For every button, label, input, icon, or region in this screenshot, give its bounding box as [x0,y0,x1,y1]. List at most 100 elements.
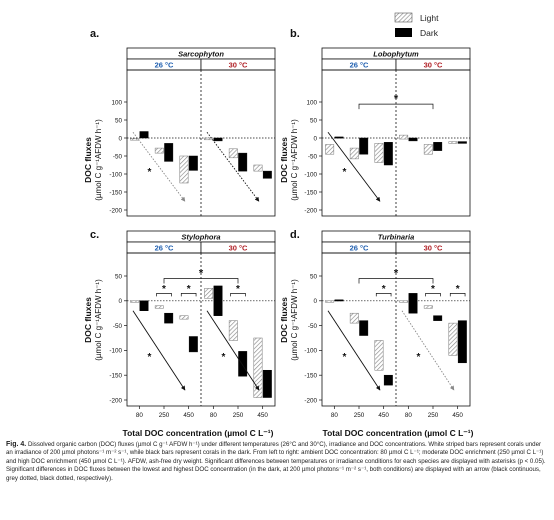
y-tick-label: -200 [109,207,122,214]
y-tick-label: -200 [109,397,122,404]
light-bar [448,141,458,144]
temp-label-30: 30 °C [424,61,443,70]
y-tick-label: -100 [304,348,317,355]
significance-asterisk: * [236,284,240,295]
y-tick-label: 100 [111,99,122,106]
x-tick-label: 450 [183,412,194,419]
x-tick-label: 450 [452,412,463,419]
x-tick-label: 250 [233,412,244,419]
y-tick-label: 50 [115,117,123,124]
x-tick-label: 250 [354,412,365,419]
dark-bar [457,141,467,144]
light-bar [130,300,140,303]
caption-text: Dissolved organic carbon (DOC) fluxes (µ… [6,441,546,482]
significance-bracket [358,278,434,284]
legend-dark-label: Dark [420,28,439,38]
temp-label-26: 26 °C [350,61,369,70]
light-bar [423,305,433,309]
x-axis-title-right: Total DOC concentration (µmol C L⁻¹) [323,428,474,438]
light-bar [204,137,214,141]
significance-asterisk: * [187,284,191,295]
significance-asterisk: * [417,352,421,363]
y-tick-label: -50 [113,323,123,330]
panel-b: b. Lobophytum 26 °C 30 °C 100 50 0 -50 -100 -150 -… [290,28,471,217]
light-bar [154,305,164,309]
significance-bracket [180,293,197,297]
significance-asterisk: * [382,284,386,295]
y-tick-label: -50 [308,153,318,160]
y-tick-label: -150 [304,189,317,196]
dark-bar [188,336,198,353]
dark-bar [433,315,443,321]
significance-bracket [156,293,172,297]
light-bar [448,322,458,356]
x-tick-label: 80 [331,412,339,419]
y-axis-title-line2: (µmol C g⁻¹AFDW h⁻¹) [290,279,299,361]
significance-bracket [163,278,239,284]
y-tick-label: 0 [118,135,122,142]
y-axis-title-top-right: DOC fluxes (µmol C g⁻¹AFDW h⁻¹) [279,119,299,201]
x-axis-title-left: Total DOC concentration (µmol C L⁻¹) [123,428,274,438]
light-bar [374,143,384,163]
species-title: Turbinaria [378,233,415,242]
x-tick-label: 450 [378,412,389,419]
y-axis-title-line1: DOC fluxes [83,137,93,183]
significance-asterisk: * [222,352,226,363]
legend-dark-swatch [395,28,412,37]
significance-asterisk: * [148,167,152,178]
temp-label-30: 30 °C [424,244,443,253]
temp-label-26: 26 °C [155,244,174,253]
light-bar [253,164,263,172]
light-bar [179,315,189,320]
panel-d: d. Turbinaria 26 °C 30 °C 50 0 -50 -100 -150 -200… [290,229,471,419]
y-tick-label: 0 [118,298,122,305]
figure-4: Light Dark DOC fluxes (µmol C g⁻¹AFDW h⁻… [83,12,474,438]
y-tick-label: -200 [304,207,317,214]
trend-arrow [206,310,260,391]
panel-label: b. [290,28,300,40]
significance-asterisk: * [456,284,460,295]
light-bar [399,134,409,140]
y-tick-label: 50 [310,273,318,280]
significance-bracket [230,293,246,297]
trend-arrow [132,131,186,202]
significance-bracket [375,293,392,297]
y-tick-label: -200 [304,397,317,404]
y-axis-title-top-left: DOC fluxes (µmol C g⁻¹AFDW h⁻¹) [83,119,103,201]
x-tick-label: 250 [159,412,170,419]
significance-bracket [425,293,441,297]
panel-label: a. [90,28,99,40]
y-tick-label: -50 [113,153,123,160]
temp-label-30: 30 °C [229,244,248,253]
dark-bar [213,285,223,316]
trend-arrow [401,310,455,391]
y-tick-label: 50 [310,117,318,124]
y-tick-label: 100 [306,99,317,106]
light-bar [130,138,140,141]
panel-a: a. Sarcophyton 26 °C 30 °C 100 50 0 -50 -100 -150… [90,28,276,217]
significance-asterisk: * [394,93,399,105]
trend-arrow [132,310,186,391]
dark-bar [164,143,174,162]
significance-asterisk: * [343,352,347,363]
temp-label-26: 26 °C [350,244,369,253]
significance-bracket [358,103,434,110]
panel-label: c. [90,229,99,241]
trend-arrow [327,310,381,391]
y-axis-title-line1: DOC fluxes [83,297,93,343]
panel-label: d. [290,229,300,241]
dark-bar [188,155,198,171]
species-title: Lobophytum [373,50,419,59]
trend-arrow [327,131,381,202]
light-bar [349,312,359,324]
dark-bar [408,137,418,142]
y-tick-label: -100 [304,171,317,178]
temp-label-26: 26 °C [155,61,174,70]
dark-bar [359,320,369,336]
dark-bar [238,351,248,377]
dark-bar [213,137,223,142]
y-axis-title-line2: (µmol C g⁻¹AFDW h⁻¹) [290,119,299,201]
light-bar [228,320,238,341]
dark-bar [164,312,174,324]
caption-label: Fig. 4. [6,441,27,448]
